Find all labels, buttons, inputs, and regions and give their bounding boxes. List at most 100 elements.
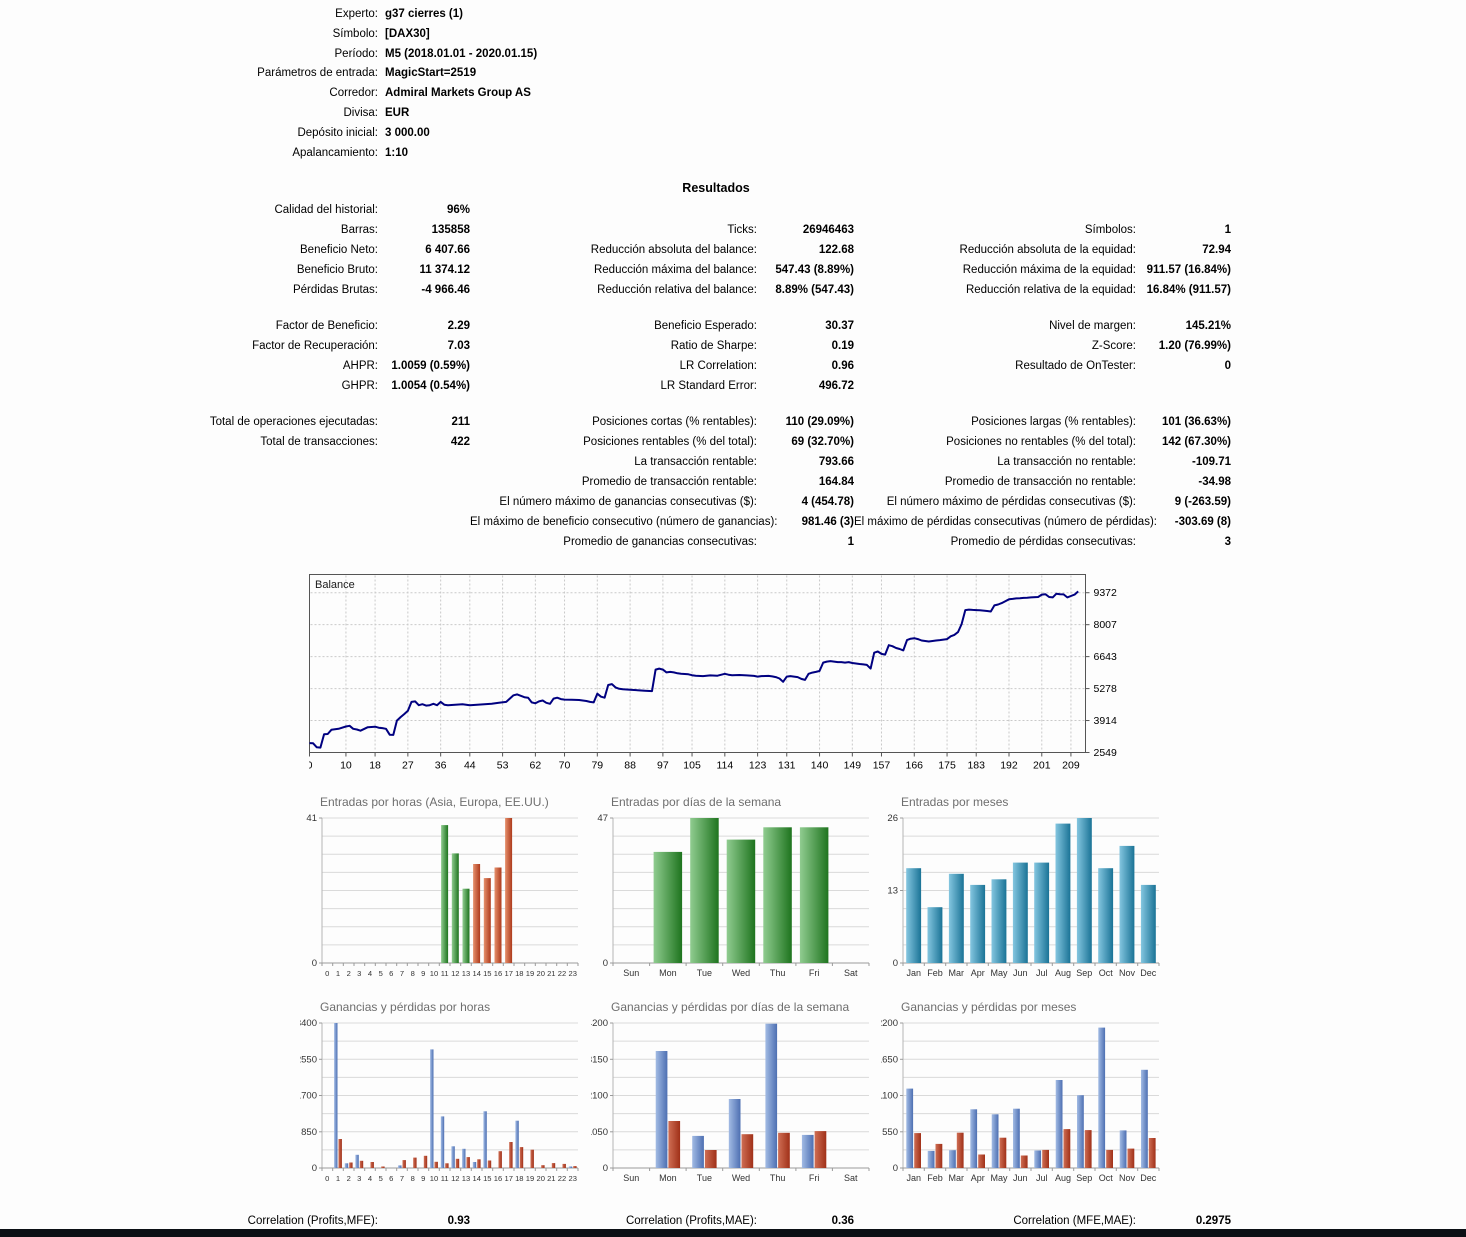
svg-text:1: 1: [336, 1174, 340, 1183]
stat-label: Total de transacciones:: [260, 436, 378, 448]
stat-label: Correlation (MFE,MAE):: [1013, 1215, 1136, 1227]
svg-text:10: 10: [340, 760, 352, 772]
stat-value: 981.46 (3): [801, 516, 854, 528]
svg-text:18: 18: [369, 760, 381, 772]
stat-value: 26946463: [802, 224, 854, 236]
header-value: M5 (2018.01.01 - 2020.01.15): [385, 47, 538, 60]
svg-text:23: 23: [568, 1174, 576, 1183]
results-title: Resultados: [682, 181, 750, 195]
svg-text:Mar: Mar: [949, 968, 965, 978]
stat-value: 0.93: [447, 1215, 470, 1227]
svg-text:Dec: Dec: [1140, 1173, 1157, 1183]
header-row: Período: M5 (2018.01.01 - 2020.01.15): [0, 45, 538, 65]
svg-text:2550: 2550: [300, 1054, 317, 1065]
stat-label: Promedio de ganancias consecutivas:: [563, 536, 757, 548]
stat-value: 911.57 (16.84%): [1146, 264, 1231, 276]
stat-value: 8.89% (547.43): [775, 284, 854, 296]
svg-text:0: 0: [603, 958, 608, 969]
header-row: Experto: g37 cierres (1): [0, 5, 537, 25]
stat-value: [384, 472, 470, 492]
svg-text:192: 192: [1000, 760, 1018, 772]
stat-row: El máximo de beneficio consecutivo (núme…: [0, 512, 1231, 532]
stat-label: [0, 492, 378, 512]
svg-text:4200: 4200: [591, 1018, 608, 1029]
svg-text:May: May: [990, 1173, 1008, 1183]
svg-text:Apr: Apr: [971, 968, 985, 978]
stat-label: Posiciones largas (% rentables):: [971, 416, 1136, 428]
svg-text:Aug: Aug: [1055, 1173, 1071, 1183]
svg-text:105: 105: [683, 760, 701, 772]
stat-value: 211: [451, 416, 470, 428]
svg-text:Jan: Jan: [906, 1173, 921, 1183]
stat-value: 422: [450, 436, 470, 448]
svg-text:18: 18: [515, 1174, 523, 1183]
svg-text:Wed: Wed: [732, 968, 750, 978]
stat-value: 69 (32.70%): [791, 436, 854, 448]
stat-label: Ratio de Sharpe:: [670, 340, 757, 352]
svg-text:12: 12: [451, 1174, 459, 1183]
chart-title: Entradas por meses: [901, 795, 1009, 809]
stat-label: Barras:: [340, 224, 378, 236]
svg-text:11: 11: [441, 969, 449, 978]
header-value: [DAX30]: [385, 27, 430, 40]
balance-chart-svg: 2549 3914 5278 6643 8007 9372 0 10 18 27 36 44 53 62 7…: [307, 574, 1118, 772]
entries-days-svg: 47 0 Sun Mon Tue Wed Thu Fri Sat: [597, 813, 870, 978]
stat-label: El máximo de pérdidas consecutivas (núme…: [854, 516, 1157, 528]
svg-text:44: 44: [464, 760, 476, 772]
stat-label: GHPR:: [341, 380, 378, 392]
svg-text:Fri: Fri: [809, 1173, 820, 1183]
svg-text:2549: 2549: [1094, 747, 1118, 759]
stat-value: 96%: [446, 204, 470, 216]
stat-label: Promedio de transacción no rentable:: [944, 476, 1136, 488]
svg-text:16: 16: [494, 1174, 502, 1183]
svg-text:6643: 6643: [1094, 651, 1118, 663]
report-header: Experto: g37 cierres (1) Símbolo: [DAX30] Pe…: [0, 5, 537, 163]
stat-label: Reducción absoluta de la equidad:: [959, 244, 1136, 256]
chart-title: Entradas por horas (Asia, Europa, EE.UU.…: [320, 795, 549, 809]
stat-label: Promedio de transacción rentable:: [581, 476, 757, 488]
svg-text:0: 0: [325, 969, 329, 978]
svg-text:21: 21: [547, 1174, 555, 1183]
header-value: g37 cierres (1): [385, 8, 463, 20]
stat-label: Correlation (Profits,MFE):: [247, 1215, 378, 1227]
stat-value: 145.21%: [1185, 320, 1231, 332]
stat-label: [470, 200, 757, 220]
svg-text:14: 14: [472, 1174, 480, 1183]
header-label: Corredor:: [329, 87, 378, 100]
svg-text:88: 88: [624, 760, 636, 772]
header-value: 3 000.00: [385, 126, 430, 139]
svg-text:5: 5: [379, 1174, 383, 1183]
svg-text:Tue: Tue: [697, 1173, 712, 1183]
stat-row: El número máximo de ganancias consecutiv…: [0, 492, 1231, 512]
svg-text:19: 19: [526, 969, 534, 978]
stat-row: Beneficio Bruto: 11 374.12 Reducción máxim…: [0, 260, 1231, 280]
svg-text:22: 22: [558, 969, 566, 978]
stat-value: 122.68: [818, 244, 854, 256]
svg-text:Sep: Sep: [1076, 1173, 1092, 1183]
svg-text:9372: 9372: [1094, 587, 1118, 599]
svg-text:Mon: Mon: [659, 968, 677, 978]
header-value: EUR: [385, 106, 410, 119]
stat-label: [0, 512, 378, 532]
stat-label: Reducción máxima del balance:: [593, 264, 757, 276]
stat-row: Pérdidas Brutas: -4 966.46 Reducción relat…: [0, 280, 1231, 300]
header-label: Símbolo:: [332, 27, 378, 40]
svg-text:Sun: Sun: [623, 968, 639, 978]
stat-label: [0, 532, 378, 552]
stat-value: 7.03: [447, 340, 470, 352]
svg-text:7: 7: [400, 969, 404, 978]
svg-text:20: 20: [536, 969, 544, 978]
svg-text:21: 21: [547, 969, 555, 978]
svg-text:1: 1: [336, 969, 340, 978]
svg-text:8007: 8007: [1094, 619, 1118, 631]
svg-text:18: 18: [515, 969, 523, 978]
stat-value: 3: [1224, 536, 1231, 548]
balance-chart: 2549 3914 5278 6643 8007 9372 0 10 18 27 36 44 53 62 7…: [307, 574, 1159, 779]
chart-entries-by-month: Entradas por meses 26 13 0 Jan Feb Mar Apr May J…: [881, 795, 1169, 995]
svg-text:Feb: Feb: [927, 1173, 943, 1183]
svg-text:27: 27: [402, 760, 414, 772]
stat-value: 11 374.12: [419, 264, 470, 276]
stat-value: 0.19: [831, 340, 854, 352]
svg-text:3914: 3914: [1094, 715, 1118, 727]
